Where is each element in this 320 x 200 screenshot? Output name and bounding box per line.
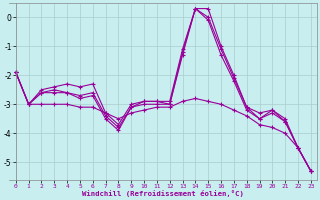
X-axis label: Windchill (Refroidissement éolien,°C): Windchill (Refroidissement éolien,°C) <box>82 190 244 197</box>
